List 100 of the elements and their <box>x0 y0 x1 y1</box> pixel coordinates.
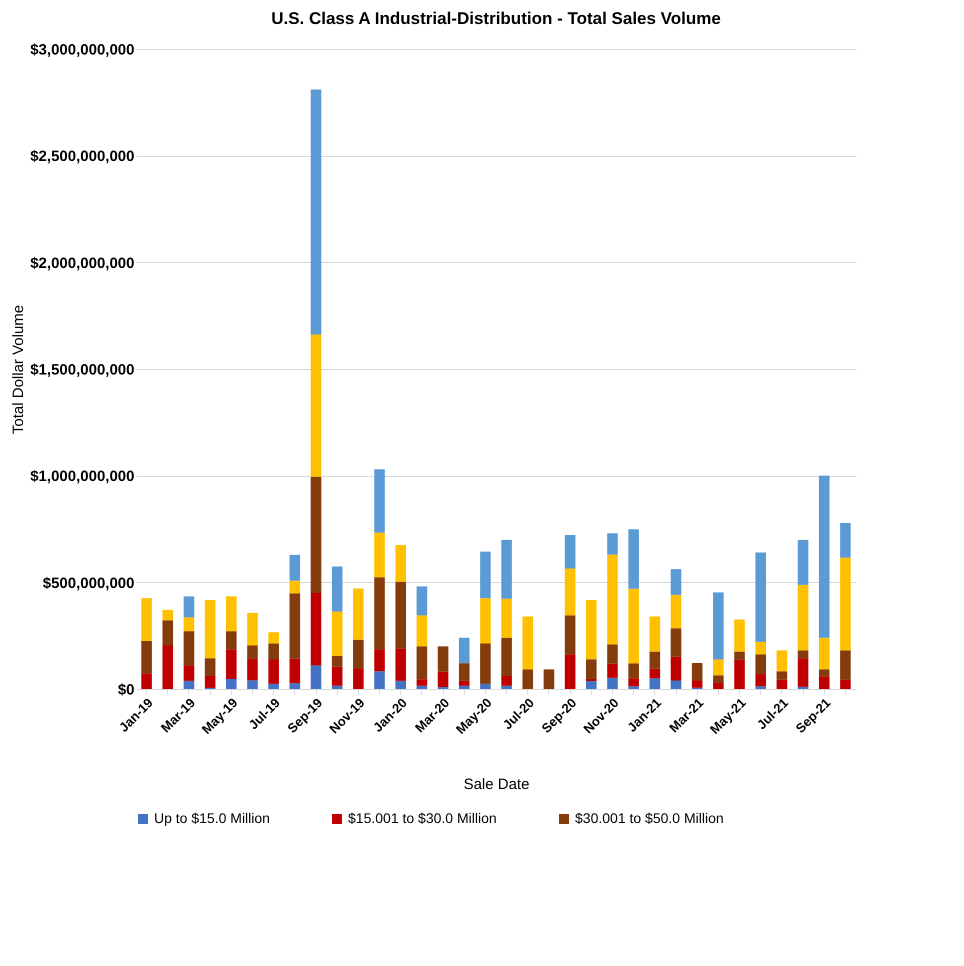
bar <box>628 588 639 664</box>
bar <box>332 666 342 686</box>
bar <box>374 577 385 650</box>
y-tick-label: $1,500,000,000 <box>30 362 134 378</box>
bar <box>818 676 830 689</box>
bar <box>226 678 237 689</box>
bar <box>226 596 237 632</box>
bar <box>776 680 788 689</box>
bar <box>268 684 279 689</box>
bar <box>353 588 364 640</box>
bar <box>755 654 766 674</box>
bar <box>650 678 660 689</box>
bar <box>501 676 512 686</box>
bar <box>184 680 194 689</box>
bar <box>840 680 851 689</box>
bar <box>395 582 406 649</box>
bar <box>374 649 385 672</box>
bar <box>184 631 194 666</box>
bar <box>204 676 216 688</box>
bar <box>247 612 258 646</box>
bar <box>374 469 385 533</box>
bar <box>416 615 428 646</box>
bar <box>650 652 660 669</box>
bar <box>438 672 448 688</box>
bar <box>332 686 342 689</box>
bar <box>586 681 597 689</box>
bar <box>162 645 174 689</box>
bar <box>670 569 682 595</box>
bar <box>141 641 152 674</box>
bar <box>713 592 724 660</box>
bar <box>204 600 216 658</box>
bar <box>247 645 258 659</box>
bar <box>840 650 851 680</box>
bar <box>480 644 491 684</box>
bar <box>458 680 470 686</box>
bar <box>713 683 724 689</box>
legend-label: $30.001 to $50.0 Million <box>575 810 724 826</box>
bar <box>650 616 660 652</box>
bar <box>204 658 216 676</box>
bar <box>310 334 322 477</box>
bar <box>586 678 597 682</box>
bar <box>353 668 364 689</box>
bar <box>798 658 808 687</box>
bar <box>395 680 406 689</box>
bar <box>458 663 470 681</box>
bar <box>840 523 851 558</box>
bar <box>670 594 682 628</box>
y-tick-label: $500,000,000 <box>42 574 134 592</box>
bar <box>798 584 808 650</box>
bar <box>141 673 152 689</box>
bar <box>713 675 724 684</box>
bar <box>650 668 660 678</box>
bar <box>332 612 342 656</box>
bar <box>310 476 322 593</box>
bar <box>458 638 470 664</box>
bar <box>141 598 152 641</box>
bar <box>247 680 258 689</box>
bar <box>184 665 194 681</box>
bar <box>734 660 745 689</box>
bar <box>480 552 491 598</box>
bar <box>290 658 300 684</box>
bar <box>268 632 279 644</box>
bar <box>416 679 428 686</box>
bar <box>501 686 512 689</box>
bar <box>332 656 342 667</box>
bar <box>268 644 279 660</box>
bar <box>184 596 194 618</box>
bar <box>628 686 639 689</box>
bar <box>416 646 428 680</box>
bar <box>501 540 512 599</box>
bar <box>734 619 745 652</box>
bar <box>162 620 174 646</box>
bar <box>670 628 682 657</box>
y-tick-label: $3,000,000,000 <box>30 42 134 58</box>
bar <box>818 638 830 670</box>
y-tick-label: $2,000,000,000 <box>30 254 134 272</box>
bar <box>501 598 512 638</box>
bar <box>310 90 322 334</box>
bar <box>734 652 745 660</box>
legend-label: $15.001 to $30.0 Million <box>348 810 497 826</box>
bar <box>798 540 808 585</box>
bar <box>374 532 385 578</box>
bar <box>586 600 597 660</box>
bar <box>162 610 174 620</box>
bar <box>395 648 406 681</box>
bar <box>290 580 300 594</box>
x-axis-title: Sale Date <box>464 776 530 793</box>
bar <box>522 616 534 670</box>
bar <box>564 568 576 616</box>
bar <box>332 566 342 612</box>
bar <box>416 586 428 616</box>
bar <box>290 683 300 689</box>
bar <box>755 552 766 642</box>
legend-label: Up to $15.0 Million <box>154 810 270 826</box>
bar <box>776 671 788 680</box>
bar <box>290 593 300 659</box>
bar <box>755 674 766 686</box>
bar <box>226 631 237 650</box>
bar <box>776 650 788 672</box>
bar <box>416 686 428 689</box>
